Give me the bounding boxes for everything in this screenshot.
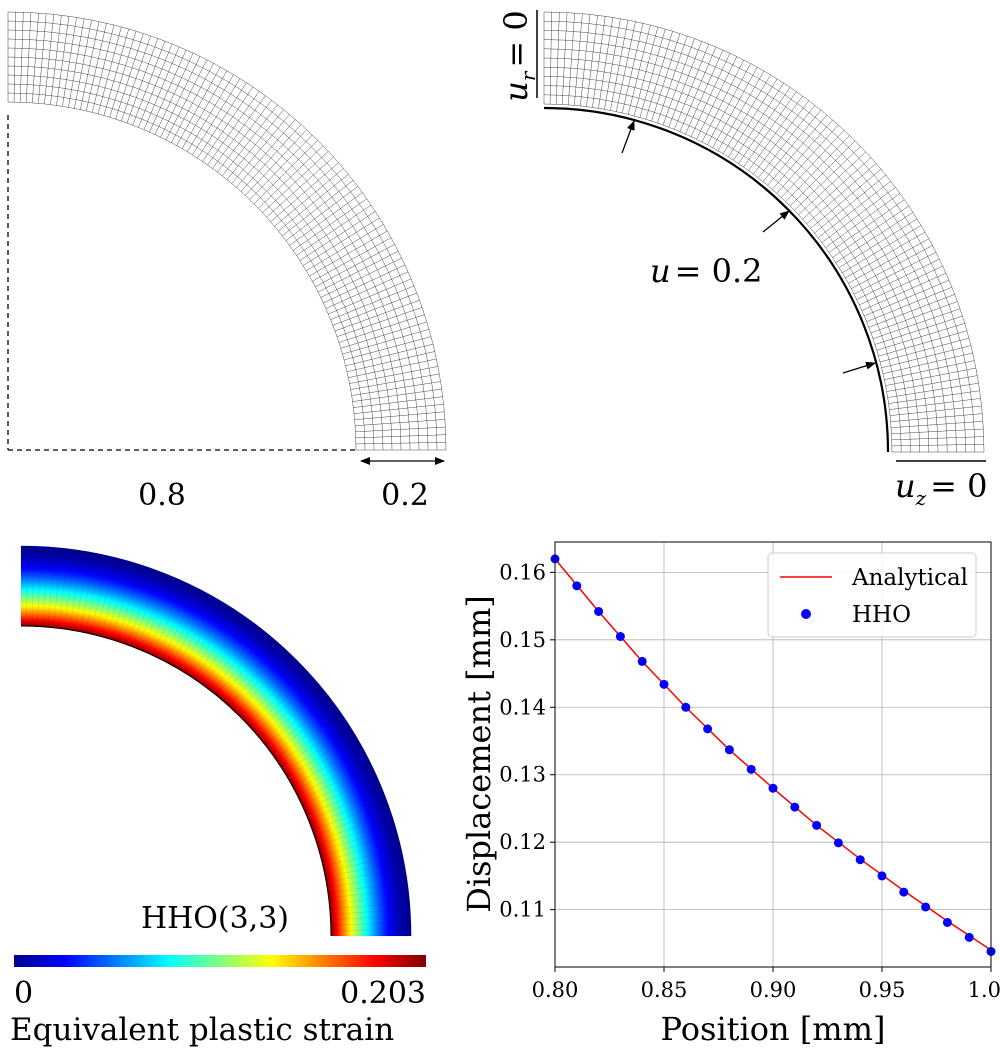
load-arrow: [842, 361, 876, 374]
load-arrow: [621, 120, 635, 154]
hho-point: [594, 606, 604, 616]
hho-point: [942, 917, 952, 927]
x-tick-label: 0.95: [859, 978, 906, 1002]
y-tick-label: 0.13: [499, 763, 546, 787]
mesh-grid: [543, 11, 985, 453]
thickness-label: 0.2: [381, 478, 429, 513]
series-points-hho: [550, 554, 996, 956]
colorbar: [14, 955, 426, 967]
loaded-inner-boundary: [543, 106, 890, 453]
x-tick-label: 0.85: [641, 978, 688, 1002]
strain-field-contour: [20, 545, 412, 937]
hho-point: [703, 724, 713, 734]
hho-point: [681, 702, 691, 712]
hho-point: [615, 631, 625, 641]
y-axis-label: Displacement [mm]: [460, 595, 498, 913]
hho-point: [790, 802, 800, 812]
boundary-conditions-panel: ur= 0 u = 0.2 uz = 0: [497, 10, 988, 510]
displacement-chart: 0.80 0.85 0.90 0.95 1.00 0.11 0.12 0.13 0.14 0.15…: [460, 541, 1000, 1048]
hho-point: [724, 745, 734, 755]
y-tick-label: 0.11: [499, 898, 546, 922]
x-tick-label: 0.80: [532, 978, 579, 1002]
x-axis-label: Position [mm]: [661, 1010, 886, 1048]
hho-point: [659, 679, 669, 689]
colorbar-max-label: 0.203: [340, 976, 426, 1011]
x-tick-label: 0.90: [750, 978, 797, 1002]
hho-point: [768, 783, 778, 793]
colorbar-title: Equivalent plastic strain: [10, 1012, 394, 1048]
inner-radius-label: 0.8: [138, 478, 186, 513]
mesh-panel: 0.8 0.2: [7, 11, 447, 513]
hho-point: [899, 887, 909, 897]
chart-ticks: 0.80 0.85 0.90 0.95 1.00 0.11 0.12 0.13 0.14 0.15…: [499, 560, 1000, 1002]
hho-point: [812, 820, 822, 830]
plot-frame: [554, 541, 992, 968]
colorbar-min-label: 0: [14, 976, 33, 1011]
y-tick-label: 0.14: [499, 695, 546, 719]
load-label: u = 0.2: [650, 252, 762, 290]
hho-point: [572, 581, 582, 591]
y-tick-label: 0.16: [499, 560, 546, 584]
hho-point: [877, 871, 887, 881]
load-arrow: [762, 210, 790, 233]
hho-point: [833, 838, 843, 848]
hho-point: [637, 656, 647, 666]
legend-label-hho: HHO: [852, 602, 911, 628]
method-label: HHO(3,3): [141, 901, 289, 936]
legend-box: [767, 552, 977, 638]
hho-point: [964, 932, 974, 942]
legend-swatch-hho: [801, 609, 811, 619]
bottom-bc-label: uz = 0: [895, 467, 988, 510]
mesh-grid: [7, 11, 447, 451]
legend-label-analytical: Analytical: [851, 565, 968, 591]
strain-field-panel: HHO(3,3) 0 0.203 Equivalent plastic stra…: [10, 545, 426, 1048]
top-bc-label: ur= 0: [497, 10, 540, 102]
hho-point: [855, 855, 865, 865]
y-tick-label: 0.12: [499, 830, 546, 854]
hho-point: [746, 764, 756, 774]
legend: Analytical HHO: [767, 552, 977, 638]
x-tick-label: 1.00: [968, 978, 1000, 1002]
hho-point: [921, 902, 931, 912]
y-tick-label: 0.15: [499, 628, 546, 652]
